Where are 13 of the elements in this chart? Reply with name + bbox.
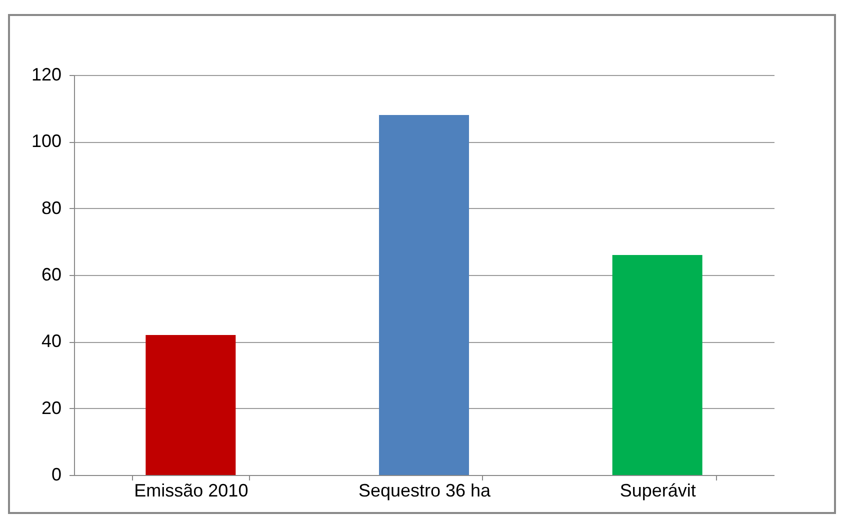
x-tick-label: Emissão 2010 xyxy=(134,480,248,500)
bar xyxy=(379,115,469,475)
y-tick-label: 120 xyxy=(31,64,62,84)
x-tick-label: Superávit xyxy=(620,480,696,500)
y-tick-label: 60 xyxy=(41,264,62,284)
bar xyxy=(612,255,702,475)
bar xyxy=(146,335,236,475)
y-tick-label: 0 xyxy=(51,464,62,484)
y-tick-label: 40 xyxy=(41,331,62,352)
y-tick-label: 20 xyxy=(41,398,62,418)
x-tick-label: Sequestro 36 ha xyxy=(358,480,492,500)
y-tick-label: 100 xyxy=(31,131,62,152)
y-tick-label: 80 xyxy=(41,198,62,218)
